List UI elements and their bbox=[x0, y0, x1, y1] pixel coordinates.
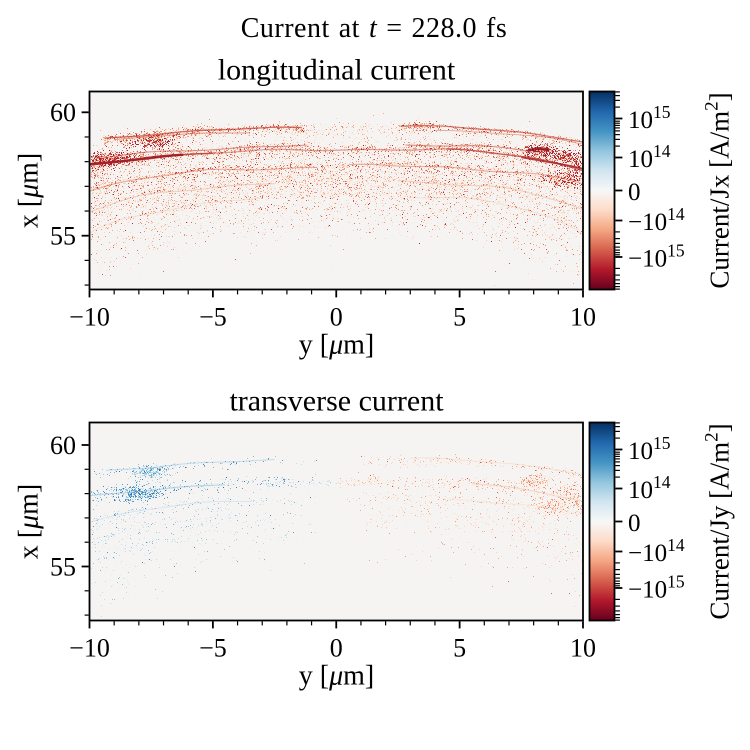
svg-text:−1015: −1015 bbox=[628, 241, 685, 273]
svg-text:10: 10 bbox=[570, 634, 596, 663]
svg-text:60: 60 bbox=[50, 431, 76, 460]
svg-text:−5: −5 bbox=[199, 634, 227, 663]
svg-text:Current/Jy [A/m2]: Current/Jy [A/m2] bbox=[702, 423, 735, 619]
svg-text:55: 55 bbox=[50, 222, 76, 251]
svg-text:y [μm]: y [μm] bbox=[299, 661, 375, 692]
svg-text:0: 0 bbox=[628, 510, 641, 537]
svg-text:Current at t = 228.0 fs: Current at t = 228.0 fs bbox=[241, 13, 508, 44]
svg-text:55: 55 bbox=[50, 552, 76, 581]
svg-text:−10: −10 bbox=[69, 634, 110, 663]
svg-text:x [μm]: x [μm] bbox=[14, 484, 45, 560]
svg-text:60: 60 bbox=[50, 98, 76, 127]
svg-text:−10: −10 bbox=[69, 303, 110, 332]
svg-text:x [μm]: x [μm] bbox=[14, 153, 45, 229]
svg-text:Current/Jx [A/m2]: Current/Jx [A/m2] bbox=[702, 92, 735, 288]
svg-text:0: 0 bbox=[330, 303, 343, 332]
svg-text:0: 0 bbox=[628, 179, 641, 206]
svg-text:5: 5 bbox=[453, 303, 466, 332]
svg-text:y [μm]: y [μm] bbox=[299, 330, 375, 361]
svg-text:−1015: −1015 bbox=[628, 572, 685, 604]
svg-text:5: 5 bbox=[453, 634, 466, 663]
svg-text:transverse current: transverse current bbox=[229, 385, 444, 418]
svg-text:−5: −5 bbox=[199, 303, 227, 332]
svg-text:longitudinal current: longitudinal current bbox=[218, 54, 456, 87]
svg-text:10: 10 bbox=[570, 303, 596, 332]
svg-text:0: 0 bbox=[330, 634, 343, 663]
